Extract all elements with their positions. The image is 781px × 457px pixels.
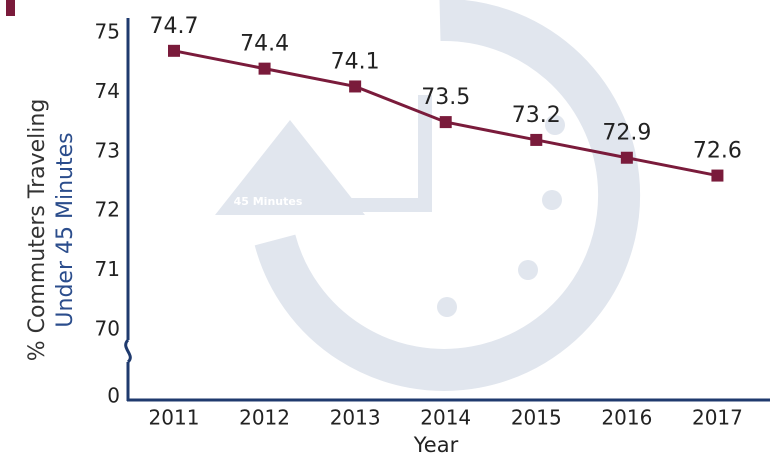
watermark-dot <box>437 297 457 317</box>
x-tick-label: 2017 <box>692 406 743 430</box>
marker <box>530 133 543 146</box>
y-tick-label: 70 <box>95 317 120 341</box>
y-tick-label: 73 <box>95 138 120 162</box>
watermark-dot <box>518 260 538 280</box>
x-tick-label: 2013 <box>330 406 381 430</box>
y-tick-label: 0 <box>107 384 120 408</box>
data-label: 73.5 <box>421 85 470 110</box>
decoration <box>6 0 15 16</box>
axis-break <box>124 338 132 364</box>
x-tick-label: 2011 <box>149 406 200 430</box>
x-tick-label: 2012 <box>239 406 290 430</box>
watermark-hands <box>350 95 432 212</box>
watermark-arrow <box>215 120 365 215</box>
marker <box>258 62 271 75</box>
watermark-arc <box>254 0 641 391</box>
y-tick-label: 75 <box>95 20 120 44</box>
x-axis-label: Year <box>413 433 459 457</box>
data-label: 72.9 <box>602 121 651 146</box>
y-tick-label: 71 <box>95 257 120 281</box>
x-tick-label: 2015 <box>511 406 562 430</box>
y-tick-label: 72 <box>95 198 120 222</box>
marker <box>711 169 724 182</box>
watermark-dot <box>545 115 565 135</box>
data-label: 72.6 <box>693 139 742 164</box>
x-tick-label: 2014 <box>420 406 471 430</box>
data-label: 74.7 <box>150 14 199 39</box>
x-tick-label: 2016 <box>601 406 652 430</box>
y-tick-label: 74 <box>95 79 120 103</box>
watermark-dot <box>542 190 562 210</box>
data-label: 73.2 <box>512 103 561 128</box>
watermark <box>215 0 641 391</box>
data-label: 74.1 <box>331 49 380 74</box>
marker <box>349 80 362 93</box>
data-label: 74.4 <box>240 32 289 57</box>
y-axis-label: % Commuters Traveling <box>25 99 50 362</box>
y-axis-label: Under 45 Minutes <box>53 132 78 327</box>
marker <box>439 116 452 129</box>
marker <box>168 44 180 57</box>
watermark-text: 45 Minutes <box>234 195 303 208</box>
marker <box>620 151 633 164</box>
